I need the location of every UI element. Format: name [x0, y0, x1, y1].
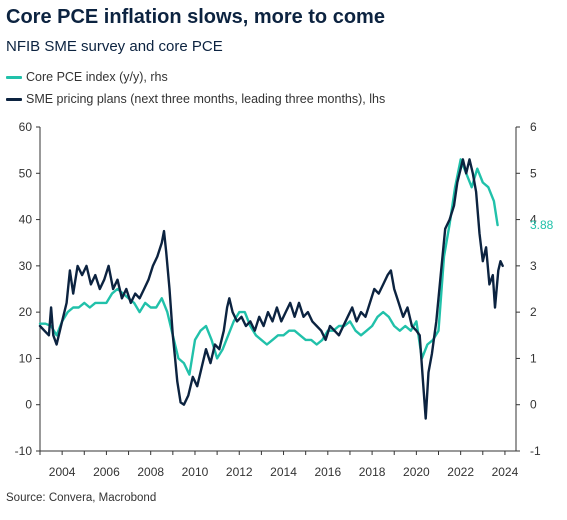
- x-axis-tick-label: 2006: [93, 465, 120, 479]
- legend-swatch-sme: [6, 97, 22, 101]
- x-axis-tick-label: 2012: [226, 465, 253, 479]
- legend-item-core-pce: Core PCE index (y/y), rhs: [6, 66, 385, 88]
- x-axis-tick-label: 2020: [403, 465, 430, 479]
- right-axis-tick-label: 5: [530, 166, 537, 180]
- legend-label-core-pce: Core PCE index (y/y), rhs: [26, 70, 168, 84]
- right-axis-tick-label: 1: [530, 351, 537, 365]
- left-axis-tick-label: 60: [19, 120, 33, 134]
- chart-subtitle: NFIB SME survey and core PCE: [6, 38, 223, 55]
- chart-title: Core PCE inflation slows, more to come: [6, 6, 385, 28]
- right-axis-tick-label: 6: [530, 120, 537, 134]
- core-pce-end-label: 3.88: [530, 218, 554, 232]
- right-axis-tick-label: 2: [530, 305, 537, 319]
- left-axis-tick-label: 30: [19, 259, 33, 273]
- left-axis-tick-label: -10: [15, 444, 33, 458]
- legend-label-sme: SME pricing plans (next three months, le…: [26, 92, 386, 106]
- legend: Core PCE index (y/y), rhs SME pricing pl…: [6, 66, 385, 110]
- legend-item-sme: SME pricing plans (next three months, le…: [6, 88, 385, 110]
- series-line-sme: [38, 158, 504, 420]
- x-axis-tick-label: 2018: [359, 465, 386, 479]
- legend-swatch-core-pce: [6, 75, 22, 79]
- left-axis-tick-label: 0: [25, 398, 32, 412]
- left-axis-tick-label: 40: [19, 213, 33, 227]
- x-axis-tick-label: 2022: [447, 465, 474, 479]
- right-axis-tick-label: 3: [530, 259, 537, 273]
- series-line-core-pce: [38, 158, 499, 376]
- x-axis-tick-label: 2024: [492, 465, 519, 479]
- x-axis-tick-label: 2004: [49, 465, 76, 479]
- x-axis-tick-label: 2008: [137, 465, 164, 479]
- source-note: Source: Convera, Macrobond: [6, 492, 157, 504]
- right-axis-tick-label: 0: [530, 398, 537, 412]
- left-axis-tick-label: 50: [19, 166, 33, 180]
- x-axis-tick-label: 2016: [314, 465, 341, 479]
- right-axis-tick-label: 4: [530, 213, 537, 227]
- left-axis-tick-label: 10: [19, 351, 33, 365]
- right-axis-tick-label: -1: [530, 444, 541, 458]
- x-axis-tick-label: 2010: [182, 465, 209, 479]
- left-axis-tick-label: 20: [19, 305, 33, 319]
- x-axis-tick-label: 2014: [270, 465, 297, 479]
